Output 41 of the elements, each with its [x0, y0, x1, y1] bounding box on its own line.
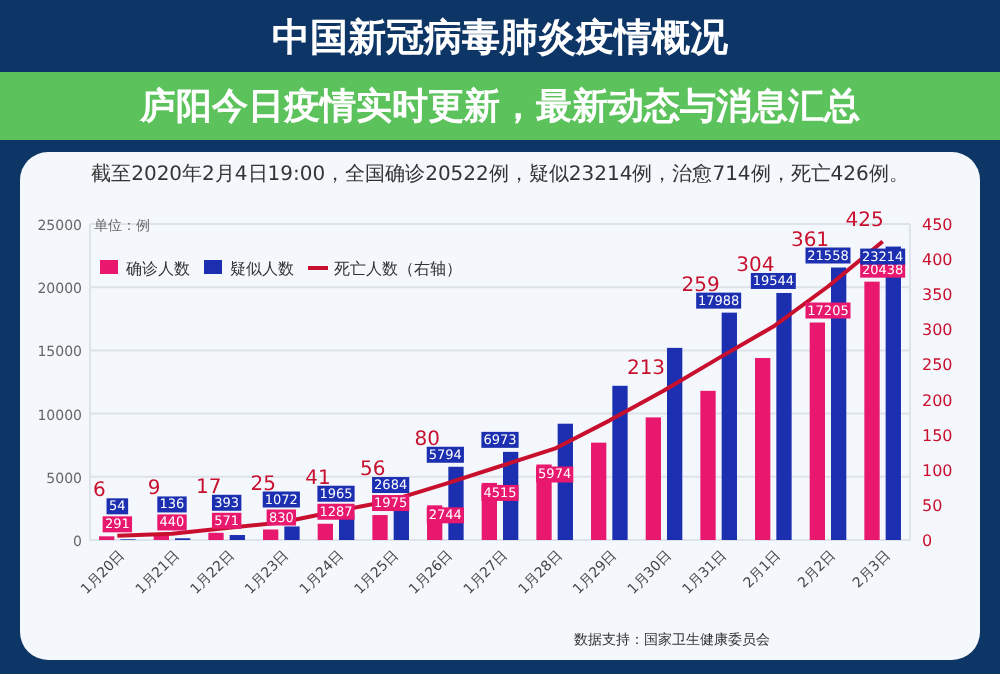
data-label: 259: [681, 274, 720, 297]
y2-tick-label: 50: [922, 496, 943, 515]
data-label: 56: [359, 459, 386, 482]
bar: [700, 390, 716, 540]
y2-tick-label: 0: [922, 532, 933, 550]
bar: [317, 523, 333, 540]
bar: [864, 281, 880, 540]
data-label: 17: [195, 476, 222, 499]
bar: [612, 385, 628, 540]
legend-label: 死亡人数（右轴）: [334, 260, 462, 278]
bar: [667, 347, 683, 540]
chart-subtitle: 截至2020年2月4日19:00，全国确诊20522例，疑似23214例，治愈714例，死亡426例。: [91, 162, 909, 186]
y2-tick-label: 100: [922, 461, 953, 480]
data-label: 304: [736, 254, 775, 277]
data-label: 213: [626, 358, 666, 381]
bar: [284, 526, 300, 540]
text: 庐阳今日疫情实时更新，最新动态与消息汇总: [138, 86, 860, 128]
bar: [721, 312, 737, 540]
chart-title: 中国新冠病毒肺炎疫情概况: [272, 16, 730, 60]
data-label: 9: [147, 478, 161, 501]
data-label: 25: [250, 473, 277, 496]
data-label: 425: [845, 209, 884, 232]
data-label: 361: [790, 229, 830, 252]
bar: [372, 515, 388, 540]
y2-tick-label: 250: [922, 356, 953, 375]
y2-tick-label: 450: [922, 216, 953, 234]
y2-tick-label: 150: [922, 426, 953, 445]
data-label: 6: [92, 480, 106, 503]
y2-tick-label: 400: [922, 251, 953, 270]
y2-tick-label: 350: [922, 286, 953, 305]
bar: [776, 292, 792, 540]
y2-tick-label: 300: [922, 321, 953, 340]
bar: [755, 357, 771, 540]
data-label: 80: [414, 428, 441, 451]
bar: [591, 442, 607, 540]
bar: [645, 417, 661, 540]
bar: [809, 322, 825, 540]
legend-label: 确诊人数: [124, 260, 190, 278]
legend-label: 疑似人数: [230, 260, 294, 278]
data-label: 41: [305, 467, 331, 490]
y2-tick-label: 200: [922, 391, 953, 410]
